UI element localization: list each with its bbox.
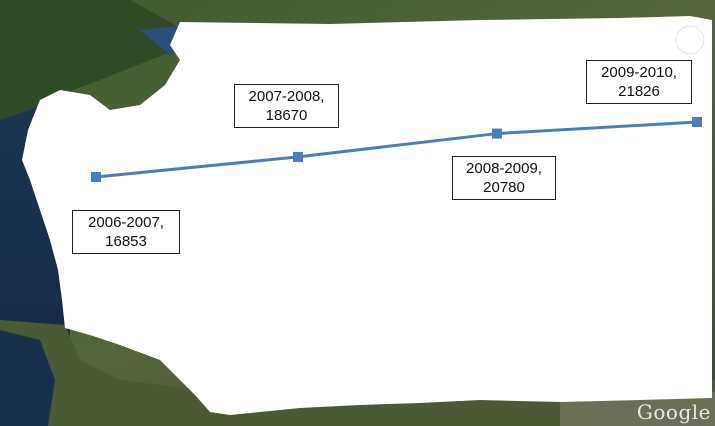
- data-label-3-value: 20780: [483, 179, 525, 196]
- data-label-4-period: 2009-2010,: [601, 64, 677, 81]
- state-shape-white: [22, 16, 712, 415]
- data-label-2: 2007-2008, 18670: [234, 84, 339, 128]
- map-watermark: Google: [636, 400, 711, 424]
- data-label-1-period: 2006-2007,: [88, 214, 164, 231]
- southern-ocean: [0, 330, 55, 426]
- data-point-2: [293, 151, 303, 162]
- data-point-1: [91, 172, 101, 182]
- data-label-1-value: 16853: [105, 233, 147, 250]
- data-label-4-value: 21826: [618, 83, 660, 100]
- data-label-3: 2008-2009, 20780: [452, 156, 556, 200]
- data-label-3-period: 2008-2009,: [466, 160, 542, 177]
- compass-icon: [675, 25, 705, 55]
- series-line: [95, 120, 698, 179]
- data-label-2-period: 2007-2008,: [248, 88, 325, 105]
- data-point-3: [492, 128, 502, 139]
- data-label-4: 2009-2010, 21826: [586, 60, 692, 104]
- data-label-2-value: 18670: [265, 107, 308, 124]
- data-label-1: 2006-2007, 16853: [72, 210, 180, 254]
- data-point-4: [692, 117, 702, 127]
- series-layer: [91, 117, 702, 182]
